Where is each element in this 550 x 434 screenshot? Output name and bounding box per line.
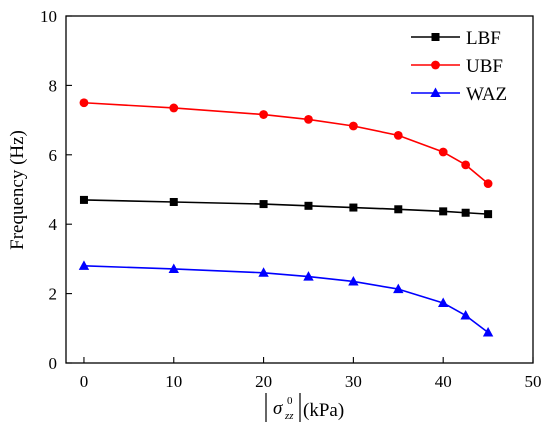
data-point xyxy=(169,197,178,206)
data-point xyxy=(483,179,493,189)
x-axis-label: σ zz 0 (kPa) xyxy=(265,393,344,422)
legend-item-lbf: LBF xyxy=(411,28,501,49)
data-point xyxy=(393,130,403,140)
data-point xyxy=(259,110,268,119)
data-point xyxy=(259,200,268,209)
data-point xyxy=(303,271,314,281)
x-tick-label: 50 xyxy=(525,372,542,391)
legend-marker xyxy=(431,33,440,41)
data-point xyxy=(168,263,179,273)
series-layer xyxy=(78,98,494,337)
data-point xyxy=(461,160,471,170)
y-tick-label: 4 xyxy=(49,215,58,234)
x-tick-label: 20 xyxy=(255,372,272,391)
data-point xyxy=(169,103,179,113)
series-lbf xyxy=(79,195,493,219)
legend-marker xyxy=(431,60,440,70)
y-tick-label: 6 xyxy=(49,146,58,165)
data-point xyxy=(484,210,493,219)
data-point xyxy=(461,208,470,217)
plot-frame xyxy=(65,15,534,364)
series-line xyxy=(83,265,489,334)
data-point xyxy=(304,115,313,124)
legend: LBF UBF WAZ xyxy=(411,28,507,105)
sigma-superscript: 0 xyxy=(287,395,293,407)
legend-item-waz: WAZ xyxy=(411,84,507,105)
legend-label: UBF xyxy=(466,56,503,77)
series-ubf xyxy=(79,98,493,189)
series-line xyxy=(83,199,489,215)
data-point xyxy=(258,267,269,277)
x-tick-label: 30 xyxy=(345,372,362,391)
data-point xyxy=(439,207,448,216)
data-point xyxy=(78,260,90,270)
sigma-symbol: σ xyxy=(273,398,283,419)
y-tick-label: 0 xyxy=(49,354,58,373)
x-tick-label: 40 xyxy=(435,372,452,391)
data-point xyxy=(79,195,88,204)
sigma-subscript: zz xyxy=(284,410,294,422)
x-tick-label: 0 xyxy=(80,372,89,391)
data-point xyxy=(79,98,89,108)
y-axis-label: Frequency (Hz) xyxy=(7,130,28,250)
data-point xyxy=(394,205,403,214)
series-waz xyxy=(78,260,494,337)
data-point xyxy=(482,326,494,337)
legend-item-ubf: UBF xyxy=(411,56,503,77)
data-point xyxy=(437,297,449,307)
data-point xyxy=(393,283,404,294)
x-tick-label: 10 xyxy=(165,372,182,391)
y-tick-label: 2 xyxy=(49,285,58,304)
data-point xyxy=(304,201,313,210)
x-axis-unit: (kPa) xyxy=(303,400,344,421)
legend-marker xyxy=(430,87,441,97)
series-line xyxy=(83,101,489,185)
legend-label: WAZ xyxy=(466,84,507,105)
data-point xyxy=(348,121,358,131)
y-tick-label: 8 xyxy=(49,76,58,95)
data-point xyxy=(348,275,359,286)
legend-label: LBF xyxy=(466,28,501,49)
y-tick-label: 10 xyxy=(40,7,57,26)
data-point xyxy=(438,147,448,157)
data-point xyxy=(460,309,471,320)
data-point xyxy=(349,203,358,212)
axes: 0 10 20 30 40 50 0 2 4 6 8 10 xyxy=(40,7,542,391)
